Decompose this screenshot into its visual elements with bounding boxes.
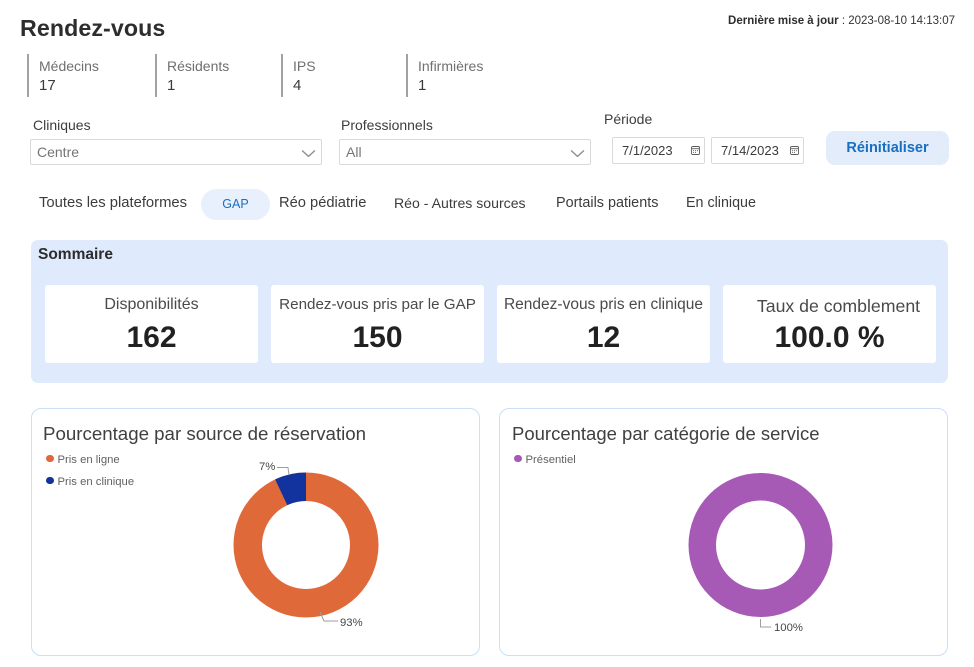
- svg-text:7%: 7%: [259, 461, 275, 473]
- svg-text:93%: 93%: [340, 617, 363, 629]
- svg-text:100%: 100%: [774, 622, 803, 634]
